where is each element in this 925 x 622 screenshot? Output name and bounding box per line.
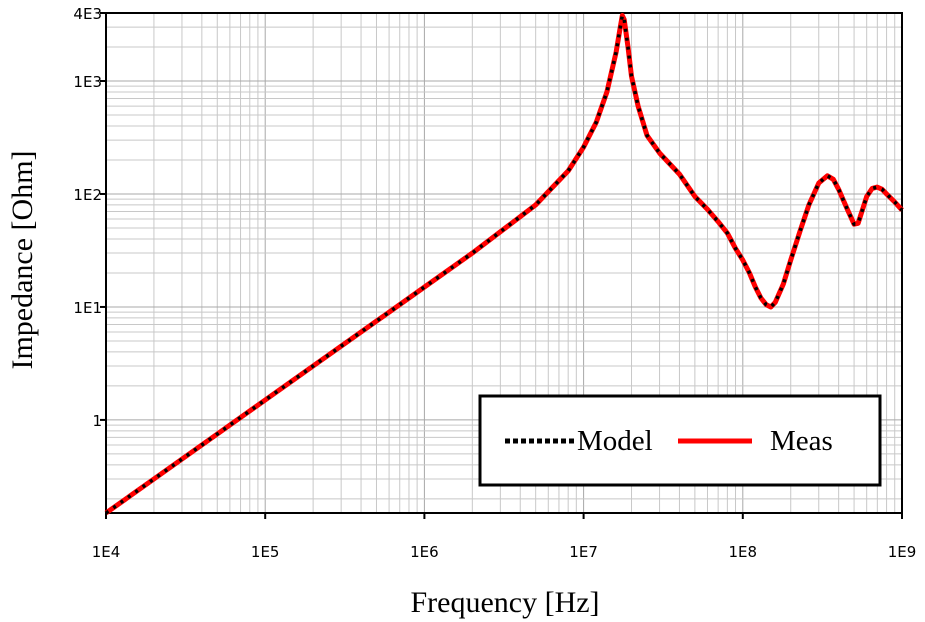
y-axis-ticks: 1 1E1 1E2 1E3 4E3 <box>73 5 106 430</box>
plot-border <box>105 12 903 514</box>
legend: Model Meas <box>478 394 882 487</box>
plot-frame <box>105 12 903 514</box>
x-axis-title: Frequency [Hz] <box>410 586 599 619</box>
y-tick-label: 1E2 <box>73 186 102 204</box>
y-tick-label: 1E1 <box>73 299 102 317</box>
y-tick-label: 1E3 <box>73 73 102 91</box>
x-tick-label: 1E5 <box>251 543 280 561</box>
x-tick-label: 1E6 <box>410 543 439 561</box>
y-tick-label: 1 <box>92 412 102 430</box>
x-axis-ticks: 1E4 1E5 1E6 1E7 1E8 1E9 <box>92 513 917 561</box>
x-tick-label: 1E8 <box>729 543 758 561</box>
y-tick-label: 4E3 <box>73 5 102 23</box>
y-axis-title: Impedance [Ohm] <box>6 150 39 369</box>
series-layer <box>104 13 904 516</box>
x-tick-label: 1E4 <box>92 543 121 561</box>
x-tick-label: 1E7 <box>569 543 598 561</box>
x-tick-label: 1E9 <box>888 543 917 561</box>
legend-label-meas: Meas <box>770 425 833 457</box>
legend-label-model: Model <box>577 425 653 457</box>
series-line-model <box>104 13 904 515</box>
